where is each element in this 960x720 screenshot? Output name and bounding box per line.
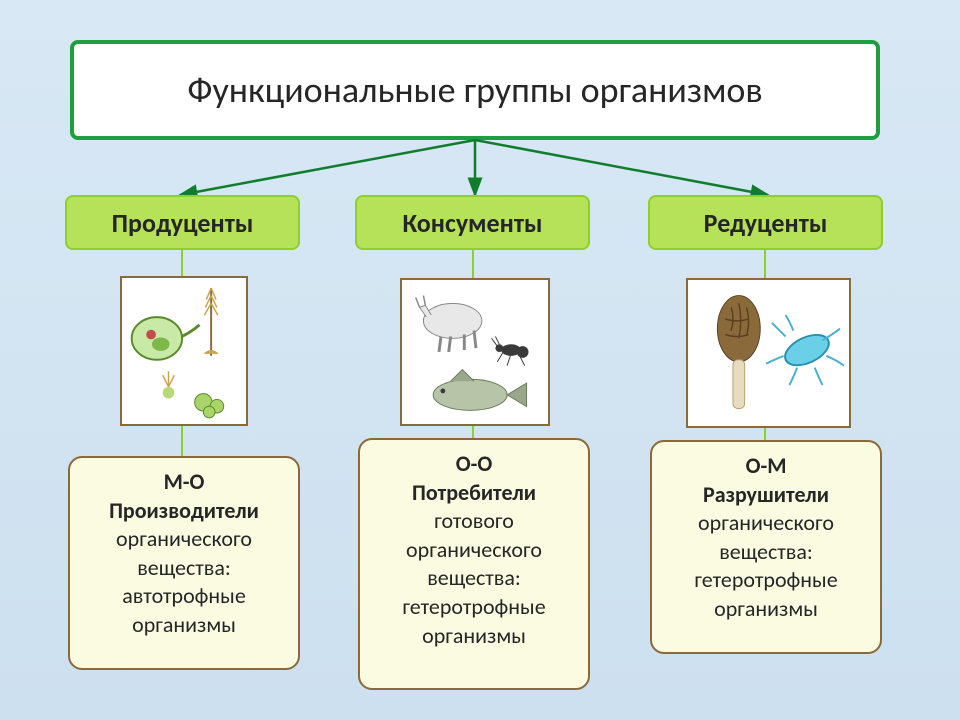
- category-box-consumers: Консументы: [355, 195, 590, 250]
- title-text: Функциональные группы организмов: [187, 68, 762, 112]
- desc-line: вещества:: [660, 538, 872, 567]
- desc-line: организмы: [368, 622, 580, 651]
- category-box-decomposers: Редуценты: [648, 195, 883, 250]
- category-label: Консументы: [403, 207, 543, 239]
- desc-line: органического: [78, 525, 290, 554]
- desc-box-consumers: О-ОПотребителиготовогоорганическоговещес…: [358, 438, 590, 690]
- desc-line: организмы: [78, 611, 290, 640]
- title-box: Функциональные группы организмов: [70, 40, 880, 140]
- desc-line: гетеротрофные: [660, 566, 872, 595]
- category-label: Продуценты: [112, 207, 254, 239]
- desc-line: М-О: [78, 468, 290, 497]
- desc-line: органического: [368, 536, 580, 565]
- category-label: Редуценты: [704, 207, 828, 239]
- desc-line: О-О: [368, 450, 580, 479]
- desc-line: Потребители: [368, 479, 580, 508]
- desc-line: вещества:: [78, 554, 290, 583]
- desc-line: организмы: [660, 595, 872, 624]
- desc-line: готового: [368, 507, 580, 536]
- category-box-producers: Продуценты: [65, 195, 300, 250]
- desc-box-decomposers: О-МРазрушителиорганическоговещества:гете…: [650, 440, 882, 654]
- desc-line: вещества:: [368, 564, 580, 593]
- desc-line: О-М: [660, 452, 872, 481]
- image-box-producers: [120, 276, 248, 426]
- desc-line: органического: [660, 509, 872, 538]
- desc-line: Разрушители: [660, 481, 872, 510]
- image-box-decomposers: [686, 278, 851, 428]
- desc-line: автотрофные: [78, 582, 290, 611]
- desc-line: гетеротрофные: [368, 593, 580, 622]
- image-box-consumers: [400, 278, 550, 426]
- desc-line: Производители: [78, 497, 290, 526]
- desc-box-producers: М-ОПроизводителиорганическоговещества:ав…: [68, 456, 300, 670]
